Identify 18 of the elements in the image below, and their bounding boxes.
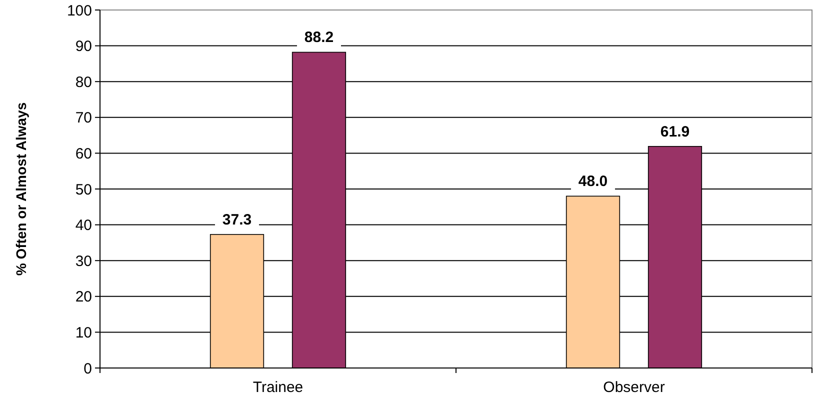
data-label: 88.2 — [304, 29, 334, 46]
y-tick-label: 50 — [75, 181, 92, 198]
data-label: 48.0 — [578, 173, 608, 190]
y-tick-label: 90 — [75, 38, 92, 56]
y-tick-label: 10 — [75, 324, 92, 342]
y-tick-label: 80 — [75, 74, 92, 91]
data-label: 61.9 — [660, 123, 690, 140]
y-tick-label: 100 — [66, 2, 92, 20]
x-tick-label: Trainee — [252, 379, 304, 396]
y-tick-label: 30 — [75, 252, 92, 270]
y-tick-label: 70 — [75, 110, 92, 127]
y-axis-title: % Often or Almost Always — [13, 102, 29, 276]
data-label: 37.3 — [222, 211, 252, 228]
y-tick-label: 0 — [84, 360, 92, 378]
y-tick-label: 60 — [75, 145, 92, 162]
x-tick-label: Observer — [603, 379, 665, 396]
y-tick-label: 20 — [75, 288, 92, 306]
y-tick-label: 40 — [75, 217, 92, 234]
